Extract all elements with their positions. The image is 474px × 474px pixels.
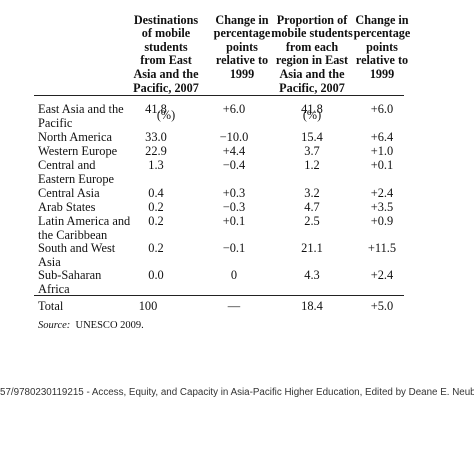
row-label: Latin America and the Caribbean: [38, 214, 131, 242]
column-header-3-unit: (%): [302, 107, 322, 122]
column-header-4: Change in percentage points relative to …: [336, 0, 428, 82]
table-cell: 0.2: [148, 214, 164, 228]
table-cell: +0.9: [370, 214, 394, 228]
row-label: Western Europe: [38, 144, 118, 158]
table-cell: 1.3: [148, 158, 164, 172]
table-cell: +0.3: [222, 186, 246, 200]
table-cell: +0.1: [370, 158, 394, 172]
table-cell: 0: [230, 268, 238, 282]
row-label: Arab States: [38, 200, 96, 214]
table-cell: 0.2: [148, 241, 164, 255]
table-cell: —: [227, 299, 241, 313]
table-cell: 4.3: [304, 268, 320, 282]
row-label: East Asia and the Pacific: [38, 102, 124, 130]
table-cell: −0.1: [222, 241, 246, 255]
table-cell: 33.0: [145, 130, 167, 144]
table-cell: 41.8: [145, 102, 167, 116]
table-cell: +2.4: [370, 186, 394, 200]
table-cell: 15.4: [301, 130, 323, 144]
row-label: Central and Eastern Europe: [38, 158, 115, 186]
column-header-2: Change in percentage points relative to …: [196, 0, 288, 82]
column-header-4-text: Change in percentage points relative to …: [353, 12, 411, 81]
table-cell: +4.4: [222, 144, 246, 158]
row-label: Sub-Saharan Africa: [38, 268, 102, 296]
table-cell: 100: [138, 299, 158, 313]
table-cell: 4.7: [304, 200, 320, 214]
table-cell: +6.0: [222, 102, 246, 116]
table-cell: +6.4: [370, 130, 394, 144]
table-cell: 0.2: [148, 200, 164, 214]
source-label: Source:: [38, 320, 71, 331]
source-text: UNESCO 2009.: [75, 320, 144, 331]
book-citation-footer: 57/9780230119215 - Access, Equity, and C…: [0, 387, 474, 398]
column-header-3: Proportion of mobile students from each …: [262, 0, 362, 122]
table-cell: +11.5: [367, 241, 397, 255]
table-cell: +6.0: [370, 102, 394, 116]
row-label: North America: [38, 130, 112, 144]
column-header-1-unit: (%): [156, 107, 176, 122]
total-rule: [34, 295, 404, 296]
header-rule: [34, 95, 404, 96]
table-cell: +0.1: [222, 214, 246, 228]
table-cell: 1.2: [304, 158, 320, 172]
row-label: South and West Asia: [38, 241, 116, 269]
table-cell: +5.0: [370, 299, 394, 313]
column-header-1: Destinations of mobile students from Eas…: [120, 0, 212, 122]
column-header-3-text: Proportion of mobile students from each …: [271, 12, 353, 95]
row-label: Total: [38, 299, 64, 313]
table-cell: −0.4: [222, 158, 246, 172]
table-cell: +1.0: [370, 144, 394, 158]
table-cell: 41.8: [301, 102, 323, 116]
table-cell: 2.5: [304, 214, 320, 228]
table-cell: 21.1: [301, 241, 323, 255]
column-header-1-text: Destinations of mobile students from Eas…: [133, 12, 199, 95]
column-header-2-text: Change in percentage points relative to …: [213, 12, 271, 81]
table-cell: 22.9: [145, 144, 167, 158]
source-note: Source: UNESCO 2009.: [38, 320, 144, 331]
table-cell: 18.4: [301, 299, 323, 313]
table-cell: 0.0: [148, 268, 164, 282]
table-cell: −10.0: [219, 130, 249, 144]
table-cell: +3.5: [370, 200, 394, 214]
table-cell: +2.4: [370, 268, 394, 282]
table-cell: −0.3: [222, 200, 246, 214]
row-label: Central Asia: [38, 186, 100, 200]
table-cell: 3.2: [304, 186, 320, 200]
table-cell: 0.4: [148, 186, 164, 200]
table-cell: 3.7: [304, 144, 320, 158]
